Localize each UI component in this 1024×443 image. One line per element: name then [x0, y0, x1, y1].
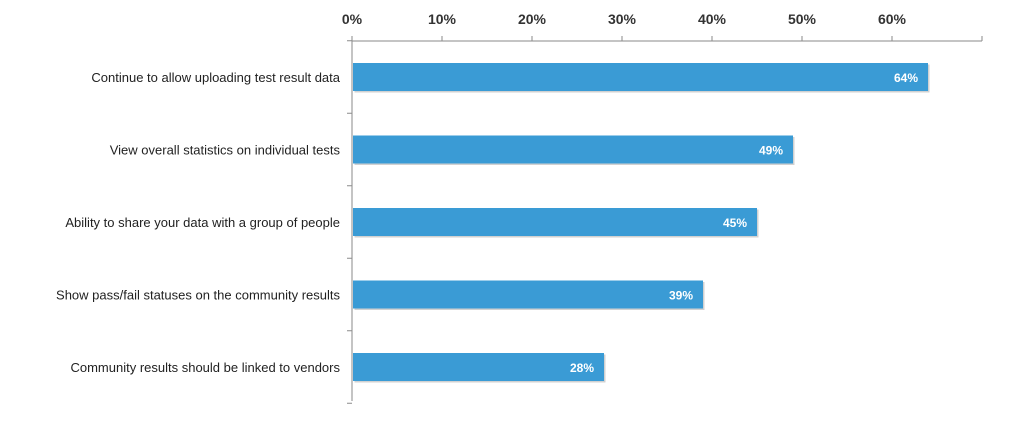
data-labels: 64% 49% 45% 39% 28% [570, 71, 918, 375]
bar [353, 63, 928, 91]
bar [353, 353, 604, 381]
y-axis [347, 40, 353, 404]
category-labels: Continue to allow uploading test result … [56, 70, 341, 375]
x-axis: 0% 10% 20% 30% 40% 50% 60% [342, 11, 983, 42]
category-label: View overall statistics on individual te… [110, 143, 341, 158]
x-tick-label: 30% [608, 11, 637, 27]
category-label: Show pass/fail statuses on the community… [56, 288, 340, 303]
x-tick-label: 40% [698, 11, 727, 27]
bar [353, 280, 703, 309]
category-label: Continue to allow uploading test result … [91, 70, 340, 85]
data-label: 39% [669, 289, 693, 303]
bar [353, 135, 793, 164]
x-tick-label: 50% [788, 11, 817, 27]
bar [353, 208, 757, 236]
category-label: Community results should be linked to ve… [70, 360, 340, 375]
x-tick-label: 0% [342, 11, 363, 27]
data-label: 28% [570, 361, 594, 375]
data-label: 49% [759, 144, 783, 158]
x-tick-label: 60% [878, 11, 907, 27]
category-label: Ability to share your data with a group … [65, 215, 340, 230]
x-tick-label: 10% [428, 11, 457, 27]
x-tick-label: 20% [518, 11, 547, 27]
data-label: 45% [723, 216, 747, 230]
data-label: 64% [894, 71, 918, 85]
bars [353, 63, 930, 383]
